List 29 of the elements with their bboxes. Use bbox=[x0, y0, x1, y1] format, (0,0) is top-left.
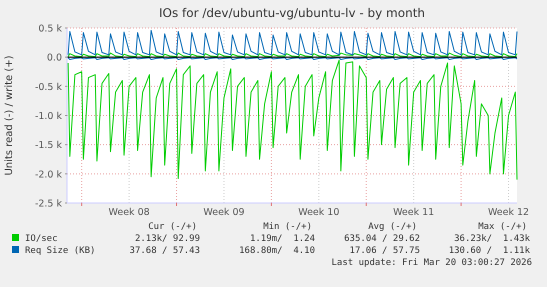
text: 37.68 / 57.43 bbox=[130, 246, 200, 256]
y-tick-label: -0.5 k bbox=[34, 82, 62, 93]
text: Max (-/+) bbox=[478, 222, 527, 232]
x-tick-label: Week 09 bbox=[203, 207, 245, 218]
x-tick-label: Week 11 bbox=[393, 207, 434, 218]
y-tick-label: -2.0 k bbox=[34, 169, 62, 180]
text: Last update: Fri Mar 20 03:00:27 2026 bbox=[332, 258, 532, 268]
y-tick-label: -1.0 k bbox=[34, 111, 62, 122]
y-tick-label: -2.5 k bbox=[34, 198, 62, 210]
legend-label: Req Size (KB) bbox=[25, 246, 96, 256]
text: Avg (-/+) bbox=[368, 222, 417, 232]
text: 2.13k/ 92.99 bbox=[134, 234, 200, 244]
legend-label: IO/sec bbox=[25, 234, 58, 244]
text: 168.80m/ 4.10 bbox=[239, 246, 315, 256]
text: 1.19m/ 1.24 bbox=[250, 234, 315, 244]
text: 36.23k/ 1.43k bbox=[454, 234, 531, 244]
text: Cur (-/+) bbox=[148, 222, 197, 232]
y-tick-label: 0.0 bbox=[46, 52, 62, 64]
y-tick-label: 0.5 k bbox=[38, 24, 62, 34]
x-tick-label: Week 12 bbox=[488, 207, 530, 218]
x-tick-label: Week 10 bbox=[298, 207, 340, 218]
y-tick-label: -1.5 k bbox=[34, 140, 62, 152]
text: 17.06 / 57.75 bbox=[350, 246, 420, 256]
text: 130.60 / 1.11k bbox=[448, 246, 531, 256]
text: 635.04 / 29.62 bbox=[344, 234, 420, 244]
x-tick-label: Week 08 bbox=[108, 207, 150, 218]
text: Min (-/+) bbox=[263, 222, 312, 232]
y-axis-title: Units read (-) / write (+) bbox=[4, 55, 15, 176]
chart-title: IOs for /dev/ubuntu-vg/ubuntu-lv - by month bbox=[158, 6, 426, 20]
